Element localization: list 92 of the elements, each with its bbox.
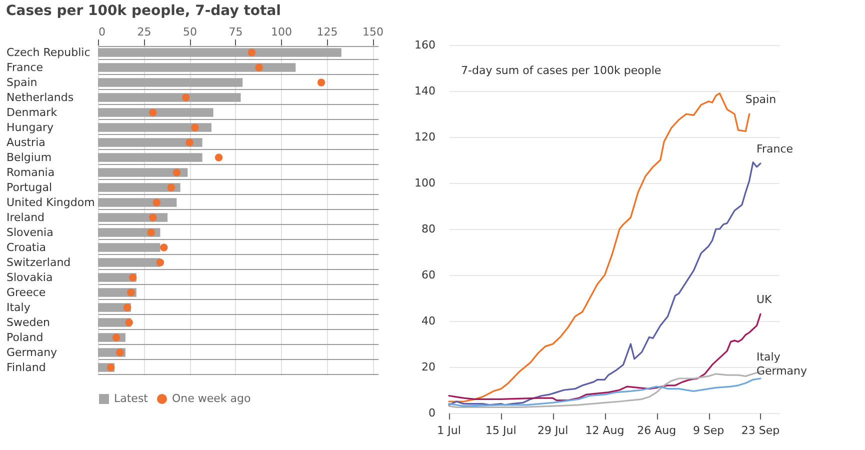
- x-tick-label: 12 Aug: [585, 424, 624, 437]
- y-tick-label: 60: [422, 268, 436, 282]
- bar: [98, 48, 342, 57]
- x-tick-label: 0: [98, 26, 106, 38]
- bar: [98, 63, 296, 72]
- point: [128, 274, 137, 282]
- x-tick-label: 50: [183, 26, 198, 38]
- point: [123, 304, 132, 312]
- bar: [98, 123, 212, 132]
- y-tick-label: Sweden: [6, 316, 50, 329]
- legend-label: One week ago: [172, 392, 252, 405]
- x-tick-label: 26 Aug: [637, 424, 676, 437]
- point: [214, 154, 223, 162]
- y-tick-label: France: [6, 61, 44, 74]
- bar: [98, 183, 180, 192]
- y-tick-label: Poland: [6, 331, 44, 344]
- point: [149, 108, 157, 116]
- line-series: [448, 378, 762, 407]
- y-tick-label: Czech Republic: [6, 46, 90, 59]
- y-tick-label: 120: [414, 130, 436, 144]
- y-tick-label: Croatia: [6, 241, 46, 254]
- y-tick-label: 40: [422, 314, 436, 328]
- x-tick-label: 9 Sep: [692, 424, 724, 437]
- bar: [98, 93, 241, 102]
- y-tick-label: 100: [414, 176, 436, 190]
- y-tick-label: 140: [414, 84, 436, 98]
- x-tick-label: 150: [362, 26, 384, 38]
- point: [160, 244, 168, 252]
- x-tick-label: 23 Sep: [741, 424, 780, 437]
- y-tick-label: 20: [422, 360, 436, 374]
- x-tick-label: 100: [271, 26, 292, 38]
- y-tick-label: Denmark: [6, 106, 58, 119]
- series-label: UK: [756, 293, 773, 306]
- y-tick-label: Romania: [6, 166, 55, 179]
- point: [156, 258, 164, 266]
- chart-title: Cases per 100k people, 7-day total: [6, 3, 281, 19]
- point: [172, 168, 181, 176]
- y-tick-label: Switzerland: [6, 256, 71, 269]
- y-tick-label: Finland: [6, 361, 46, 374]
- point: [116, 348, 124, 356]
- legend-label: Latest: [114, 392, 149, 405]
- y-tick-label: Italy: [6, 301, 31, 314]
- x-tick-label: 15 Jul: [486, 424, 516, 437]
- bar: [98, 213, 168, 222]
- bar: [98, 228, 160, 237]
- series-label: Italy: [756, 350, 781, 364]
- series-label: Germany: [756, 364, 808, 378]
- y-tick-label: 0: [428, 406, 436, 420]
- y-tick-label: Slovakia: [6, 271, 53, 284]
- point: [152, 198, 160, 206]
- series-label: France: [756, 142, 794, 156]
- point: [191, 124, 199, 132]
- y-tick-label: Spain: [6, 76, 38, 89]
- point: [106, 364, 115, 372]
- x-tick-label: 29 Jul: [537, 424, 568, 437]
- x-tick-label: 125: [316, 26, 338, 38]
- y-tick-label: 160: [414, 38, 436, 52]
- y-tick-label: Belgium: [6, 151, 52, 164]
- y-tick-label: Portugal: [6, 181, 52, 194]
- point: [127, 288, 135, 296]
- y-tick-label: Netherlands: [6, 91, 74, 104]
- bar: [98, 78, 243, 87]
- point: [182, 94, 190, 102]
- bar: [98, 258, 160, 267]
- point: [255, 64, 263, 72]
- y-tick-label: Germany: [6, 346, 58, 359]
- bar: [98, 198, 177, 207]
- point: [125, 318, 133, 326]
- point: [317, 78, 326, 86]
- bar: [98, 168, 188, 177]
- point: [147, 228, 155, 236]
- y-tick-label: Austria: [6, 136, 46, 149]
- y-tick-label: Slovenia: [6, 226, 54, 239]
- bar: [98, 243, 160, 252]
- point: [186, 138, 194, 146]
- x-tick-label: 1 Jul: [437, 424, 461, 437]
- y-axis-title: 7-day sum of cases per 100k people: [461, 64, 662, 77]
- point: [167, 184, 176, 192]
- y-tick-label: United Kingdom: [6, 196, 95, 209]
- y-tick-label: Hungary: [6, 121, 54, 134]
- point: [149, 214, 157, 222]
- x-tick-label: 75: [228, 26, 243, 38]
- series-label: Spain: [745, 93, 776, 106]
- bar: [98, 108, 214, 117]
- point: [112, 334, 120, 342]
- point: [248, 48, 256, 56]
- y-tick-label: 80: [422, 222, 436, 236]
- y-tick-label: Greece: [6, 286, 46, 299]
- y-tick-label: Ireland: [6, 211, 45, 224]
- x-tick-label: 25: [137, 26, 152, 38]
- bar: [98, 153, 202, 162]
- bar: [98, 138, 202, 147]
